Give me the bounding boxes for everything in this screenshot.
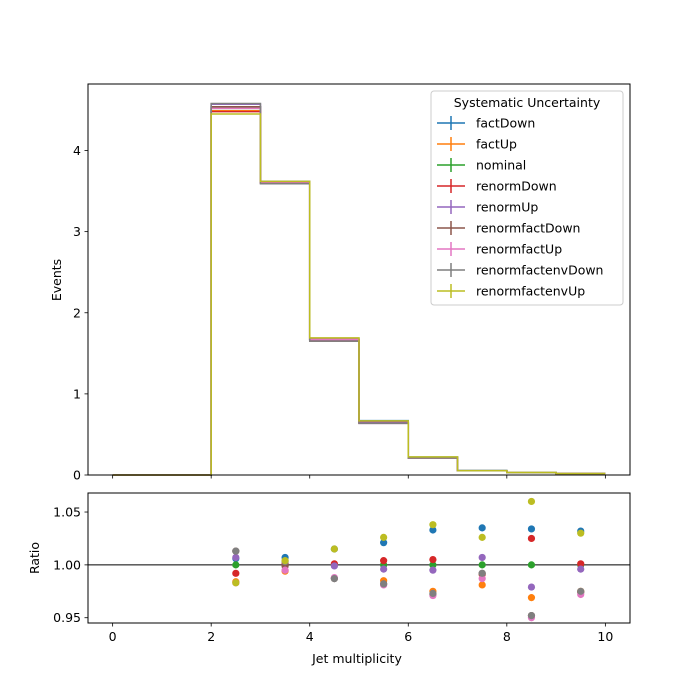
ratio-point-nominal	[478, 561, 486, 569]
lower-y-tick-label: 1.05	[53, 505, 81, 520]
ratio-point-renormfactenvUp	[330, 545, 338, 553]
ratio-point-renormfactenvDown	[478, 569, 486, 577]
ratio-point-renormDown	[232, 569, 240, 577]
histogram-step-renormfactenvUp	[112, 113, 606, 476]
legend-label-factUp: factUp	[476, 137, 517, 152]
legend-label-nominal: nominal	[476, 158, 526, 173]
legend: Systematic Uncertainty factDown factUp nom…	[430, 90, 624, 306]
upper-y-tick-label: 0	[73, 468, 81, 483]
lower-axes-frame	[87, 492, 631, 624]
upper-axes-frame	[87, 83, 631, 476]
legend-entry-nominal: nominal	[437, 158, 526, 173]
ratio-point-renormfactenvUp	[429, 521, 437, 529]
ratio-point-renormfactenvDown	[330, 575, 338, 583]
ratio-point-renormUp	[429, 566, 437, 574]
lower-panel: 0.95 1.00 1.05 0 2 4 6 8 10 Ratio Jet multiplici…	[27, 492, 631, 666]
ratio-point-factUp	[478, 581, 486, 589]
ratio-point-renormUp	[478, 553, 486, 562]
ratio-point-renormfactenvUp	[232, 579, 240, 587]
ratio-point-renormfactUp	[281, 566, 289, 574]
legend-label-renormfactenvDown: renormfactenvDown	[476, 263, 603, 278]
ratio-point-renormUp	[527, 583, 536, 591]
ratio-point-renormUp	[232, 553, 240, 562]
legend-label-renormUp: renormUp	[476, 200, 538, 215]
upper-y-ticks: 0 1 2 3 4	[73, 143, 606, 483]
ratio-point-renormDown	[380, 557, 388, 565]
ratio-point-renormfactenvDown	[527, 612, 536, 620]
legend-label-renormfactDown: renormfactDown	[476, 221, 580, 236]
ratio-point-renormfactenvDown	[577, 587, 585, 595]
lower-x-tick-label: 8	[503, 629, 511, 644]
ratio-point-factDown	[478, 524, 486, 532]
lower-x-tick-label: 10	[597, 629, 613, 644]
legend-title: Systematic Uncertainty	[454, 95, 601, 110]
ratio-point-factDown	[380, 539, 388, 547]
lower-x-tick-label: 0	[109, 629, 117, 644]
legend-entry-renormUp: renormUp	[437, 200, 538, 215]
lower-y-tick-label: 1.00	[53, 557, 81, 572]
ratio-point-renormfactenvUp	[527, 497, 536, 506]
ratio-point-renormfactenvDown	[429, 589, 437, 598]
ratio-point-renormfactenvUp	[281, 557, 289, 565]
ratio-point-renormDown	[429, 555, 437, 564]
legend-label-renormfactUp: renormfactUp	[476, 242, 562, 257]
ratio-point-factUp	[527, 594, 536, 602]
upper-y-tick-label: 2	[73, 305, 81, 320]
lower-x-tick-label: 4	[306, 629, 314, 644]
legend-entry-factUp: factUp	[437, 137, 517, 152]
ratio-point-renormfactenvDown	[232, 547, 240, 555]
ratio-point-factDown	[429, 526, 437, 534]
legend-entry-renormfactDown: renormfactDown	[437, 221, 580, 236]
ratio-point-renormfactUp	[478, 575, 486, 583]
legend-label-renormfactenvUp: renormfactenvUp	[476, 284, 585, 299]
upper-y-tick-label: 4	[73, 143, 81, 158]
upper-y-tick-label: 1	[73, 386, 81, 401]
upper-y-axis-label: Events	[49, 259, 64, 301]
legend-items: factDown factUp nominal renormDown renormUp r…	[437, 116, 603, 299]
lower-axis-ticks: 0.95 1.00 1.05 0 2 4 6 8 10	[53, 505, 613, 644]
legend-entry-factDown: factDown	[437, 116, 535, 131]
upper-plot-area	[112, 102, 606, 476]
ratio-point-renormDown	[577, 560, 585, 568]
ratio-point-renormfactenvUp	[577, 529, 585, 537]
legend-entry-renormfactUp: renormfactUp	[437, 242, 562, 257]
legend-entry-renormfactenvDown: renormfactenvDown	[437, 263, 603, 278]
ratio-point-nominal	[429, 561, 437, 569]
legend-entry-renormDown: renormDown	[437, 179, 557, 194]
ratio-point-renormUp	[330, 562, 338, 570]
ratio-point-factDown	[527, 525, 536, 533]
lower-y-axis-label: Ratio	[27, 542, 42, 574]
ratio-point-renormfactenvDown	[380, 580, 388, 588]
ratio-point-nominal	[527, 561, 536, 569]
ratio-point-renormUp	[577, 565, 585, 573]
ratio-point-renormfactenvUp	[380, 533, 388, 541]
ratio-point-renormUp	[380, 565, 388, 573]
legend-entry-renormfactenvUp: renormfactenvUp	[437, 284, 585, 299]
x-axis-label: Jet multiplicity	[311, 651, 402, 666]
lower-plot-area	[88, 497, 630, 622]
ratio-point-nominal	[232, 561, 240, 569]
lower-x-tick-label: 6	[404, 629, 412, 644]
legend-box	[430, 90, 624, 306]
upper-panel: 0 1 2 3 4 Events	[49, 83, 631, 483]
lower-y-tick-label: 0.95	[53, 610, 81, 625]
legend-label-factDown: factDown	[476, 116, 535, 131]
ratio-point-renormDown	[527, 534, 536, 543]
lower-x-tick-label: 2	[207, 629, 215, 644]
legend-label-renormDown: renormDown	[476, 179, 557, 194]
upper-y-tick-label: 3	[73, 224, 81, 239]
ratio-point-renormfactenvUp	[478, 533, 486, 541]
